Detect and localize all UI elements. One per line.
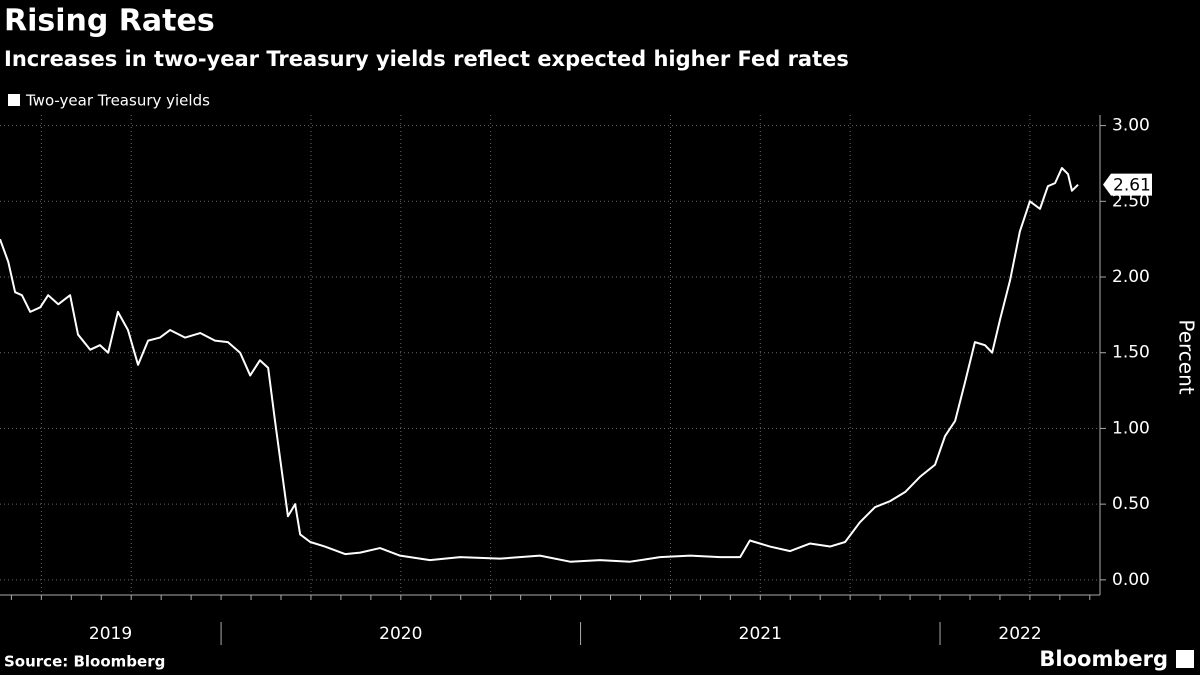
logo: Bloomberg [1039, 647, 1168, 671]
y-tick-label: 1.00 [1112, 418, 1150, 438]
line-series [0, 167, 1079, 563]
x-tick-label: 2020 [379, 624, 422, 644]
y-tick-label: 2.00 [1112, 267, 1150, 287]
chart-subtitle: Increases in two-year Treasury yields re… [4, 47, 849, 71]
annotation-box [1103, 173, 1152, 196]
x-tick-label: 2022 [998, 624, 1041, 644]
y-tick-label: 0.50 [1112, 494, 1150, 514]
chart-title: Rising Rates [4, 4, 215, 39]
legend-label: Two-year Treasury yields [25, 92, 210, 110]
x-tick-label: 2019 [89, 624, 132, 644]
y-tick-label: 1.50 [1112, 343, 1150, 363]
x-tick-label: 2021 [739, 624, 782, 644]
logo-icon [1176, 650, 1194, 668]
y-tick-label: 0.00 [1112, 570, 1150, 590]
source: Source: Bloomberg [4, 653, 165, 671]
legend-swatch [8, 94, 20, 106]
y-axis-label: Percent [1175, 319, 1199, 394]
y-tick-label: 2.50 [1112, 191, 1150, 211]
annotation-label: 2.61 [1113, 176, 1151, 196]
y-tick-label: 3.00 [1112, 116, 1150, 136]
